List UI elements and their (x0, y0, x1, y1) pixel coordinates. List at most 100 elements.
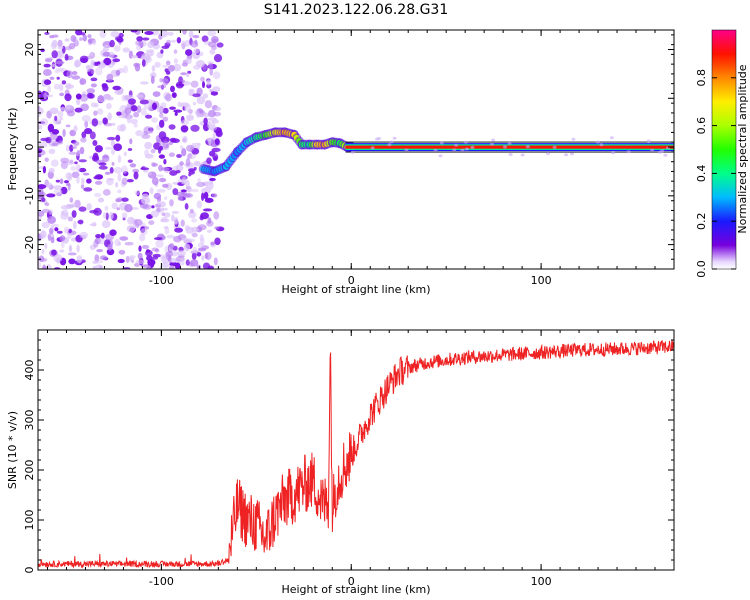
noise-blob (80, 32, 86, 36)
noise-blob (117, 173, 122, 182)
noise-blob (209, 177, 216, 182)
noise-blob (188, 168, 196, 172)
y-tick-label: 10 (23, 91, 36, 105)
noise-blob (216, 42, 224, 48)
noise-blob (150, 210, 160, 218)
noise-blob (207, 217, 212, 224)
noise-blob (71, 146, 78, 149)
noise-blob (102, 84, 109, 92)
noise-blob (161, 216, 168, 222)
noise-blob (118, 241, 121, 246)
x-tick-label: 0 (348, 274, 355, 287)
noise-blob (180, 219, 185, 227)
noise-blob (79, 37, 83, 41)
noise-blob (64, 38, 70, 42)
carrier-band-core (345, 145, 674, 149)
noise-blob (169, 199, 174, 207)
noise-blob (115, 69, 121, 76)
noise-blob (124, 204, 133, 213)
noise-blob (164, 196, 168, 200)
noise-blob (163, 226, 169, 230)
noise-blob (156, 107, 163, 113)
noise-blob (204, 197, 214, 203)
noise-blob (104, 171, 111, 175)
noise-blob (87, 34, 92, 39)
noise-blob (180, 178, 187, 185)
noise-blob (121, 197, 129, 202)
noise-blob (190, 259, 199, 267)
noise-blob (146, 50, 153, 58)
noise-blob (51, 39, 58, 48)
noise-blob (135, 130, 144, 137)
noise-blob (38, 184, 47, 190)
snr-plot-area (38, 339, 674, 569)
noise-blob (165, 251, 174, 257)
noise-blob (203, 117, 208, 125)
noise-blob (71, 75, 81, 80)
noise-blob (79, 146, 85, 155)
noise-blob (438, 154, 443, 158)
noise-blob (103, 57, 112, 66)
noise-blob (210, 241, 215, 246)
noise-blob (95, 264, 103, 269)
noise-blob (141, 59, 146, 67)
noise-blob (166, 39, 172, 45)
noise-blob (105, 212, 109, 221)
noise-blob (595, 140, 600, 144)
colorbar-ticks: 0.0 0.2 0.4 0.6 0.8 (695, 69, 736, 278)
noise-blob (60, 205, 70, 210)
noise-blob (121, 212, 128, 219)
noise-blob (54, 115, 58, 122)
noise-blob (78, 206, 87, 212)
noise-blob (139, 203, 149, 209)
noise-blob (94, 180, 103, 185)
noise-blob (658, 150, 663, 154)
noise-blob (79, 94, 89, 102)
noise-blob (142, 37, 150, 41)
noise-blob (127, 216, 135, 225)
noise-blob (187, 70, 192, 74)
noise-blob (92, 140, 98, 146)
noise-blob (158, 131, 167, 140)
colorbar-tick-label: 0.0 (695, 260, 708, 278)
noise-blob (65, 144, 70, 152)
noise-blob (94, 145, 103, 153)
noise-blob (160, 30, 168, 38)
noise-blob (129, 227, 135, 233)
noise-blob (196, 181, 206, 188)
noise-blob (153, 142, 162, 150)
noise-blob (186, 114, 194, 121)
noise-blob (53, 83, 61, 90)
noise-blob (164, 227, 170, 235)
noise-blob (463, 140, 468, 144)
x-tick-label: 0 (348, 575, 355, 588)
noise-blob (38, 261, 42, 269)
noise-blob (94, 192, 102, 198)
noise-blob (56, 76, 60, 80)
noise-blob (127, 159, 133, 163)
noise-blob (151, 177, 159, 186)
noise-blob (470, 145, 475, 149)
noise-blob (188, 173, 192, 177)
noise-blob (69, 144, 74, 152)
noise-blob (187, 153, 197, 160)
noise-blob (86, 178, 92, 184)
noise-blob (89, 131, 96, 140)
noise-blob (51, 129, 60, 135)
noise-blob (204, 181, 212, 187)
noise-blob (207, 265, 214, 269)
noise-blob (132, 168, 140, 173)
noise-blob (197, 178, 201, 182)
noise-blob (91, 118, 99, 127)
noise-blob (191, 252, 197, 260)
noise-blob (92, 260, 99, 264)
noise-blob (192, 93, 201, 98)
noise-blob (212, 131, 216, 139)
noise-blob (201, 192, 205, 201)
noise-blob (136, 94, 144, 98)
noise-blob (202, 93, 209, 99)
noise-blob (195, 60, 205, 68)
noise-blob (147, 171, 152, 176)
noise-blob (112, 122, 116, 126)
noise-blob (76, 150, 81, 157)
